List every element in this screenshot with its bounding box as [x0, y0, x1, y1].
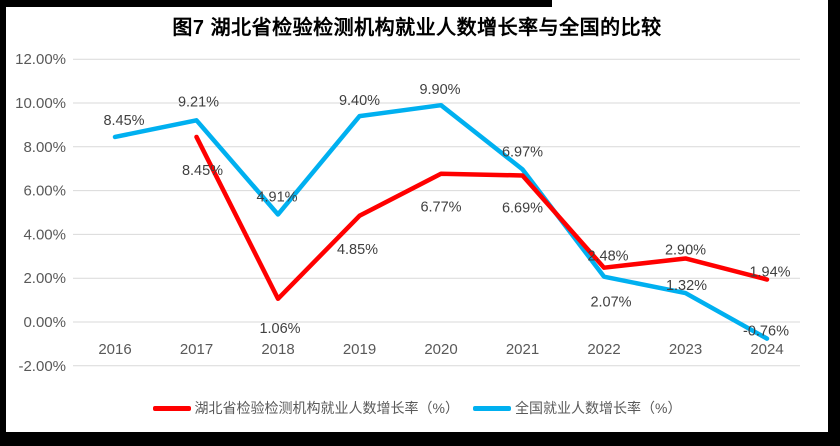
legend-item-national: 全国就业人数增长率（%） [473, 398, 681, 418]
series-line-hubei-red [194, 134, 770, 302]
frame-border-left [0, 0, 6, 446]
data-label: 4.91% [256, 189, 297, 205]
y-tick-label: 8.00% [23, 139, 66, 156]
y-tick-label: 10.00% [15, 95, 66, 112]
x-tick-label: 2024 [750, 341, 783, 358]
x-tick-label: 2023 [669, 341, 702, 358]
x-axis-tick-labels: 2016 2017 2018 2019 2020 2021 2022 2023 2024 [98, 341, 783, 358]
frame-border-top [0, 0, 552, 7]
x-tick-label: 2017 [180, 341, 213, 358]
frame-border-bottom [0, 432, 840, 446]
frame-border-right [828, 0, 840, 446]
x-tick-label: 2021 [506, 341, 539, 358]
gridlines [73, 58, 800, 367]
y-tick-label: 12.00% [15, 51, 66, 68]
legend-label-national: 全国就业人数增长率（%） [515, 400, 682, 416]
data-label: 6.69% [502, 200, 543, 216]
data-label: 1.06% [259, 321, 300, 337]
data-label: 1.32% [666, 278, 707, 294]
data-label: 2.90% [665, 242, 706, 258]
y-tick-label: 0.00% [23, 314, 66, 331]
data-label: 6.97% [502, 144, 543, 160]
legend-label-hubei: 湖北省检验检测机构就业人数增长率（%） [194, 400, 459, 416]
data-label: 1.94% [749, 265, 790, 281]
chart-title: 图7 湖北省检验检测机构就业人数增长率与全国的比较 [172, 17, 662, 39]
x-tick-label: 2019 [343, 341, 376, 358]
data-label: 8.45% [182, 163, 223, 179]
y-axis-tick-labels: 12.00% 10.00% 8.00% 6.00% 4.00% 2.00% 0.00% -2.… [15, 51, 66, 375]
y-tick-label: -2.00% [18, 358, 66, 375]
legend-item-hubei: 湖北省检验检测机构就业人数增长率（%） [152, 398, 459, 418]
data-label: 9.21% [178, 94, 219, 110]
data-label: -0.76% [743, 324, 789, 340]
x-tick-label: 2016 [98, 341, 131, 358]
y-tick-label: 2.00% [23, 270, 66, 287]
data-label: 8.45% [103, 113, 144, 129]
data-label: 9.40% [339, 93, 380, 109]
series-line-national-blue [112, 102, 770, 341]
y-tick-label: 4.00% [23, 226, 66, 243]
legend-red-line-swatch [152, 405, 191, 411]
data-label: 2.07% [590, 295, 631, 311]
x-tick-label: 2020 [424, 341, 457, 358]
data-labels: 8.45% 1.06% 4.85% 6.77% 6.69% 2.48% 2.90% 1.94%… [103, 82, 790, 339]
data-label: 6.77% [420, 200, 461, 216]
data-label: 2.48% [587, 249, 628, 265]
data-label: 4.85% [337, 242, 378, 258]
y-tick-label: 6.00% [23, 183, 66, 200]
data-label: 9.90% [419, 82, 460, 98]
x-tick-label: 2018 [261, 341, 294, 358]
legend-blue-line-swatch [473, 405, 511, 411]
chart-legend: 湖北省检验检测机构就业人数增长率（%） 全国就业人数增长率（%） [6, 395, 828, 421]
x-tick-label: 2022 [587, 341, 620, 358]
